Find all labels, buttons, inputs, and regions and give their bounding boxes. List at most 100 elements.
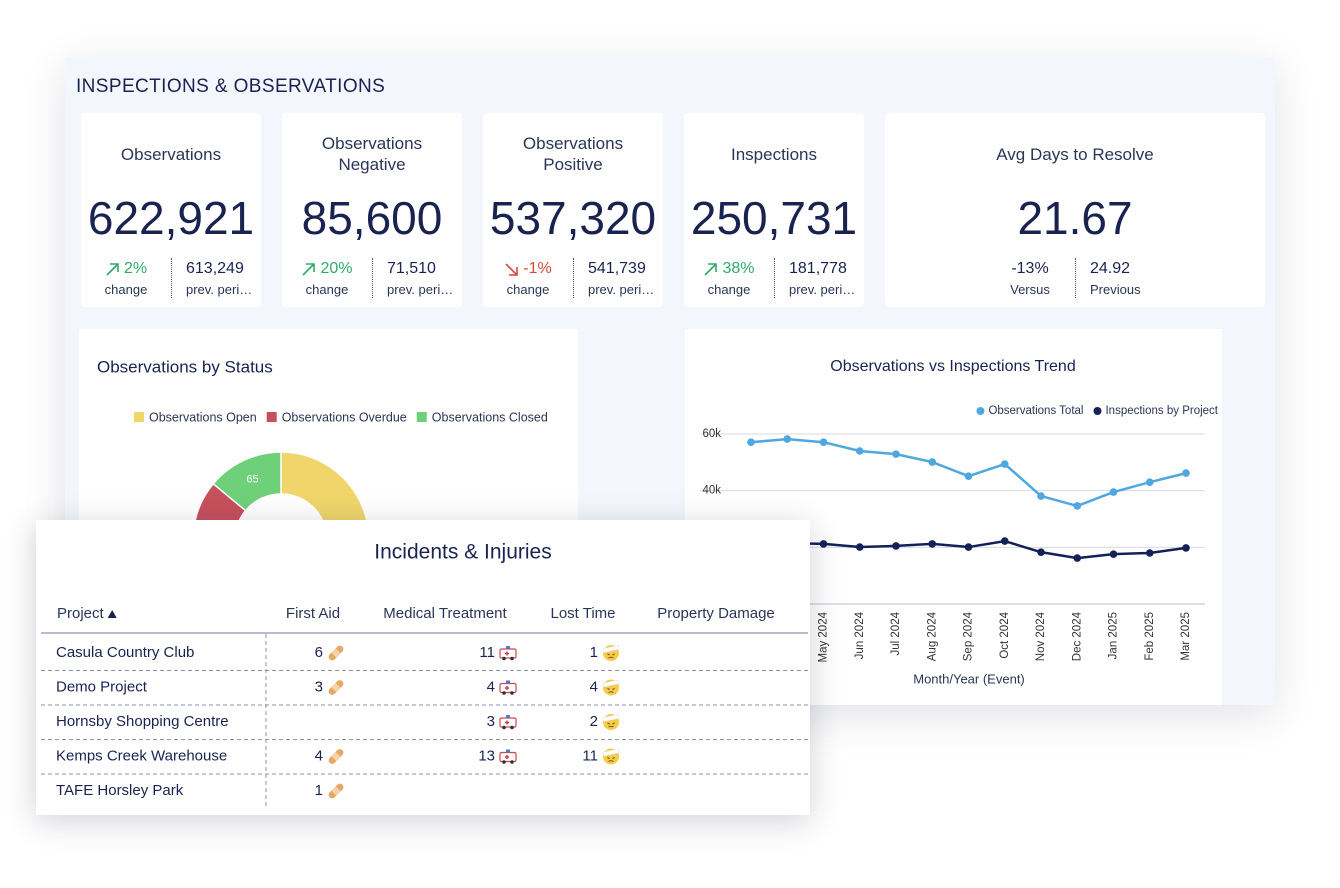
kpi-value: 21.67 <box>1017 192 1133 244</box>
cell-value: 1 <box>315 782 323 799</box>
x-axis-title: Month/Year (Event) <box>913 671 1025 686</box>
ambulance-light <box>506 715 510 718</box>
column-header[interactable]: Property Damage <box>657 605 775 622</box>
data-point <box>1073 554 1082 562</box>
data-point <box>964 472 973 481</box>
head-bandage <box>602 748 620 757</box>
kpi-previous-label: prev. peri… <box>387 282 454 297</box>
bandage <box>328 645 344 661</box>
legend-dot <box>976 407 985 415</box>
table-canvas: Incidents & Injuries Project First Aid Medi… <box>41 541 808 808</box>
icon-bandage <box>328 680 344 695</box>
cell-value: 4 <box>590 678 598 695</box>
icon-ambulance <box>499 715 517 730</box>
cell-value: 3 <box>487 713 495 730</box>
wheel <box>502 760 506 764</box>
data-point <box>1109 488 1118 496</box>
kpi-previous-label: prev. peri… <box>588 282 655 297</box>
kpi-change: 38% <box>689 258 769 280</box>
x-tick-label: Jun 2024 <box>854 611 866 659</box>
ambulance-cross <box>505 651 509 656</box>
cell-value: 4 <box>315 747 323 764</box>
chart-title: Observations vs Inspections Trend <box>830 358 1075 375</box>
x-tick-label: Jan 2025 <box>1108 612 1120 659</box>
x-tick-label: Mar 2025 <box>1180 612 1192 661</box>
kpi-divider <box>573 258 574 298</box>
project-name: Hornsby Shopping Centre <box>56 713 229 730</box>
kpi-value: 537,320 <box>489 192 657 244</box>
x-tick-label: Sep 2024 <box>963 611 975 661</box>
data-point <box>928 540 937 548</box>
kpi-title: Observations <box>120 144 222 164</box>
kpi-title: Observations Negative <box>321 134 423 174</box>
wheel <box>510 725 514 730</box>
data-point <box>819 540 828 548</box>
kpi-previous-label: prev. peri… <box>789 282 856 297</box>
column-header[interactable]: Lost Time <box>550 605 615 622</box>
project-name: Casula Country Club <box>56 644 194 661</box>
data-point <box>892 450 900 458</box>
data-point <box>1145 549 1154 557</box>
x-tick-label: Feb 2025 <box>1144 612 1156 661</box>
cell-value: 11 <box>479 644 495 661</box>
column-header[interactable]: Medical Treatment <box>383 605 507 622</box>
kpi-previous-label: prev. peri… <box>186 282 253 297</box>
icon-face <box>602 748 620 765</box>
column-header[interactable]: First Aid <box>286 605 340 622</box>
data-point <box>1000 537 1009 545</box>
kpi-change-label: change <box>707 282 751 297</box>
kpi-value: 85,600 <box>301 192 443 244</box>
data-label: 65 <box>246 473 258 485</box>
kpi-title: Inspections <box>731 144 817 164</box>
kpi-change: -1% <box>488 258 568 280</box>
arrow-shape <box>302 262 316 276</box>
bandage-pad <box>331 751 341 762</box>
column-header[interactable]: Project <box>57 605 105 622</box>
kpi-divider <box>1075 258 1076 298</box>
project-name: Kemps Creek Warehouse <box>56 747 227 764</box>
cell-value: 6 <box>315 644 323 661</box>
cell-value: 11 <box>582 747 598 764</box>
legend-dot <box>1093 407 1102 415</box>
kpi-previous: 541,739 <box>588 260 646 277</box>
kpi-divider <box>171 258 172 298</box>
wheel <box>510 760 514 764</box>
data-point <box>928 458 937 466</box>
icon-ambulance <box>499 749 517 764</box>
project-name: Demo Project <box>56 678 148 695</box>
data-point <box>964 543 973 551</box>
head-bandage <box>602 679 620 688</box>
data-point <box>1073 502 1082 510</box>
ambulance-cross <box>505 720 509 725</box>
x-tick-label: Dec 2024 <box>1071 611 1083 661</box>
face-eyes <box>607 688 615 693</box>
data-point <box>1037 492 1045 500</box>
sort-indicator <box>107 610 117 618</box>
ambulance-cross <box>505 686 509 690</box>
x-tick-label: May 2024 <box>818 611 830 662</box>
kpi-change-label: Versus <box>1010 282 1050 297</box>
kpi-title: Observations Positive <box>522 134 624 174</box>
legend-label: Observations Overdue <box>282 410 407 424</box>
icon-bandage <box>328 783 344 799</box>
kpi-change-label: change <box>506 282 550 297</box>
ambulance-cross <box>505 755 509 759</box>
bandage-pad <box>331 682 341 693</box>
icon-face <box>602 714 620 730</box>
legend: Observations Total Inspections by Project <box>976 405 1219 417</box>
legend-swatch <box>266 412 277 422</box>
wheel <box>510 691 514 695</box>
data-point <box>1037 548 1045 556</box>
kpi-change-label: change <box>104 282 148 297</box>
kpi-change-value: -1% <box>523 260 552 277</box>
data-point <box>819 438 828 447</box>
head-bandage <box>602 714 620 722</box>
trend-arrow <box>505 262 519 276</box>
data-point <box>1182 544 1190 552</box>
dashboard-title: INSPECTIONS & OBSERVATIONS <box>76 76 386 97</box>
kpi-change: 2% <box>86 258 166 280</box>
legend-label: Observations Closed <box>432 410 548 424</box>
kpi-card: Observations Negative 85,600 20% change 71,5… <box>282 113 462 307</box>
x-tick-label: Nov 2024 <box>1035 611 1047 661</box>
data-point <box>892 542 900 550</box>
